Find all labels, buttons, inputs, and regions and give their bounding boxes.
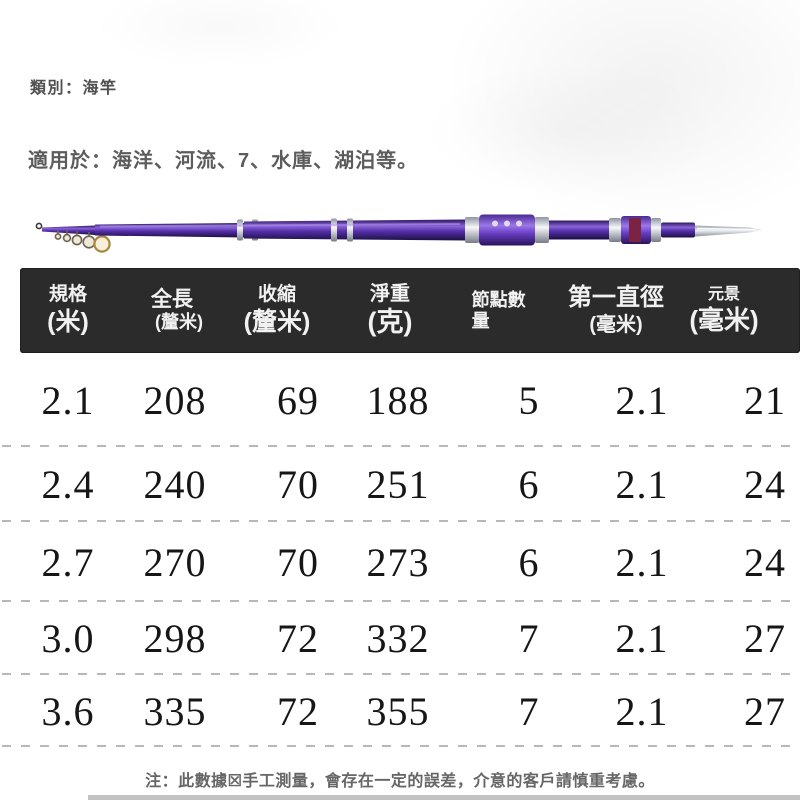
- table-cell: 2.1: [615, 377, 669, 423]
- table-cell: 3.6: [41, 688, 95, 734]
- suitable-for-label: 適用於：海洋、河流、7、水庫、湖泊等。: [28, 150, 419, 172]
- table-cell: 3.0: [41, 616, 95, 661]
- column-header-butt-diameter: 元景 (毫米): [675, 285, 773, 335]
- column-unit: (釐米): [243, 307, 311, 336]
- table-row: 2.1 208 69 188 5 2.1 21: [2, 353, 800, 447]
- column-name: 節點數量: [471, 289, 526, 331]
- table-cell: 6: [518, 462, 540, 507]
- table-cell: 69: [277, 377, 319, 423]
- column-name: 全長: [151, 288, 193, 312]
- table-cell: 335: [143, 688, 207, 734]
- column-name: 第一直徑: [568, 284, 664, 312]
- purple-telescopic-fishing-rod-icon: [35, 214, 762, 253]
- column-unit: (釐米): [155, 312, 203, 333]
- table-row: 2.7 270 70 273 6 2.1 24: [2, 522, 800, 602]
- column-header-full-length: 全長 (釐米): [113, 287, 231, 334]
- table-cell: 2.7: [41, 539, 95, 585]
- column-header-spec: 規格 (米): [20, 284, 116, 337]
- bottom-divider-bar: [88, 795, 800, 800]
- column-name: 元景: [707, 286, 740, 304]
- table-row: 2.4 240 70 251 6 2.1 24: [2, 447, 800, 522]
- table-cell: 355: [366, 688, 430, 734]
- table-cell: 2.4: [41, 462, 95, 507]
- table-cell: 70: [277, 462, 319, 507]
- table-cell: 240: [143, 462, 207, 507]
- column-header-first-diameter: 第一直徑 (毫米): [556, 284, 676, 337]
- spec-table: 規格 (米) 全長 (釐米) 收縮 (釐米) 淨重 (克) 節點數量 第一直徑 …: [2, 268, 800, 747]
- column-unit: (毫米): [689, 304, 759, 335]
- table-cell: 2.1: [615, 539, 669, 585]
- column-header-section-count: 節點數量: [438, 290, 562, 331]
- table-cell: 72: [277, 616, 319, 661]
- column-name: 規格: [48, 284, 87, 306]
- table-cell: 188: [366, 377, 430, 423]
- table-cell: 2.1: [615, 462, 669, 507]
- column-unit: (毫米): [589, 313, 643, 336]
- table-cell: 24: [744, 462, 786, 507]
- table-cell: 251: [366, 462, 430, 507]
- table-cell: 27: [744, 688, 786, 734]
- table-cell: 208: [143, 377, 207, 423]
- column-header-closed-length: 收縮 (釐米): [221, 284, 333, 337]
- table-cell: 7: [518, 616, 540, 661]
- table-row: 3.6 335 72 355 7 2.1 27: [2, 675, 800, 747]
- table-cell: 5: [518, 377, 540, 423]
- category-label: 類別：海竿: [30, 80, 118, 97]
- measurement-note: 注：此數據☒手工測量，會存在一定的誤差，介意的客戶請慎重考慮。: [145, 773, 655, 790]
- table-cell: 70: [277, 539, 319, 585]
- column-unit: (克): [367, 307, 413, 338]
- column-name: 收縮: [257, 284, 296, 306]
- column-name: 淨重: [370, 283, 410, 306]
- table-cell: 270: [143, 539, 207, 585]
- table-cell: 27: [744, 616, 786, 661]
- table-cell: 273: [366, 539, 430, 585]
- table-cell: 2.1: [615, 688, 669, 734]
- background-smudge: [90, 0, 350, 70]
- table-row: 3.0 298 72 332 7 2.1 27: [2, 602, 800, 675]
- table-cell: 332: [366, 616, 430, 661]
- spec-table-body: 2.1 208 69 188 5 2.1 21 2.4 240 70 251 6…: [2, 353, 800, 747]
- table-cell: 72: [277, 688, 319, 734]
- table-cell: 2.1: [615, 616, 669, 661]
- table-cell: 24: [744, 539, 786, 585]
- fishing-rod-image: [0, 192, 800, 264]
- table-cell: 21: [744, 377, 786, 423]
- column-unit: (米): [47, 307, 89, 336]
- column-header-net-weight: 淨重 (克): [334, 282, 446, 338]
- table-cell: 7: [518, 688, 540, 734]
- spec-table-header: 規格 (米) 全長 (釐米) 收縮 (釐米) 淨重 (克) 節點數量 第一直徑 …: [20, 268, 800, 353]
- table-cell: 6: [518, 539, 540, 585]
- background-smudge: [420, 60, 720, 200]
- table-cell: 298: [143, 616, 207, 661]
- table-cell: 2.1: [41, 377, 95, 423]
